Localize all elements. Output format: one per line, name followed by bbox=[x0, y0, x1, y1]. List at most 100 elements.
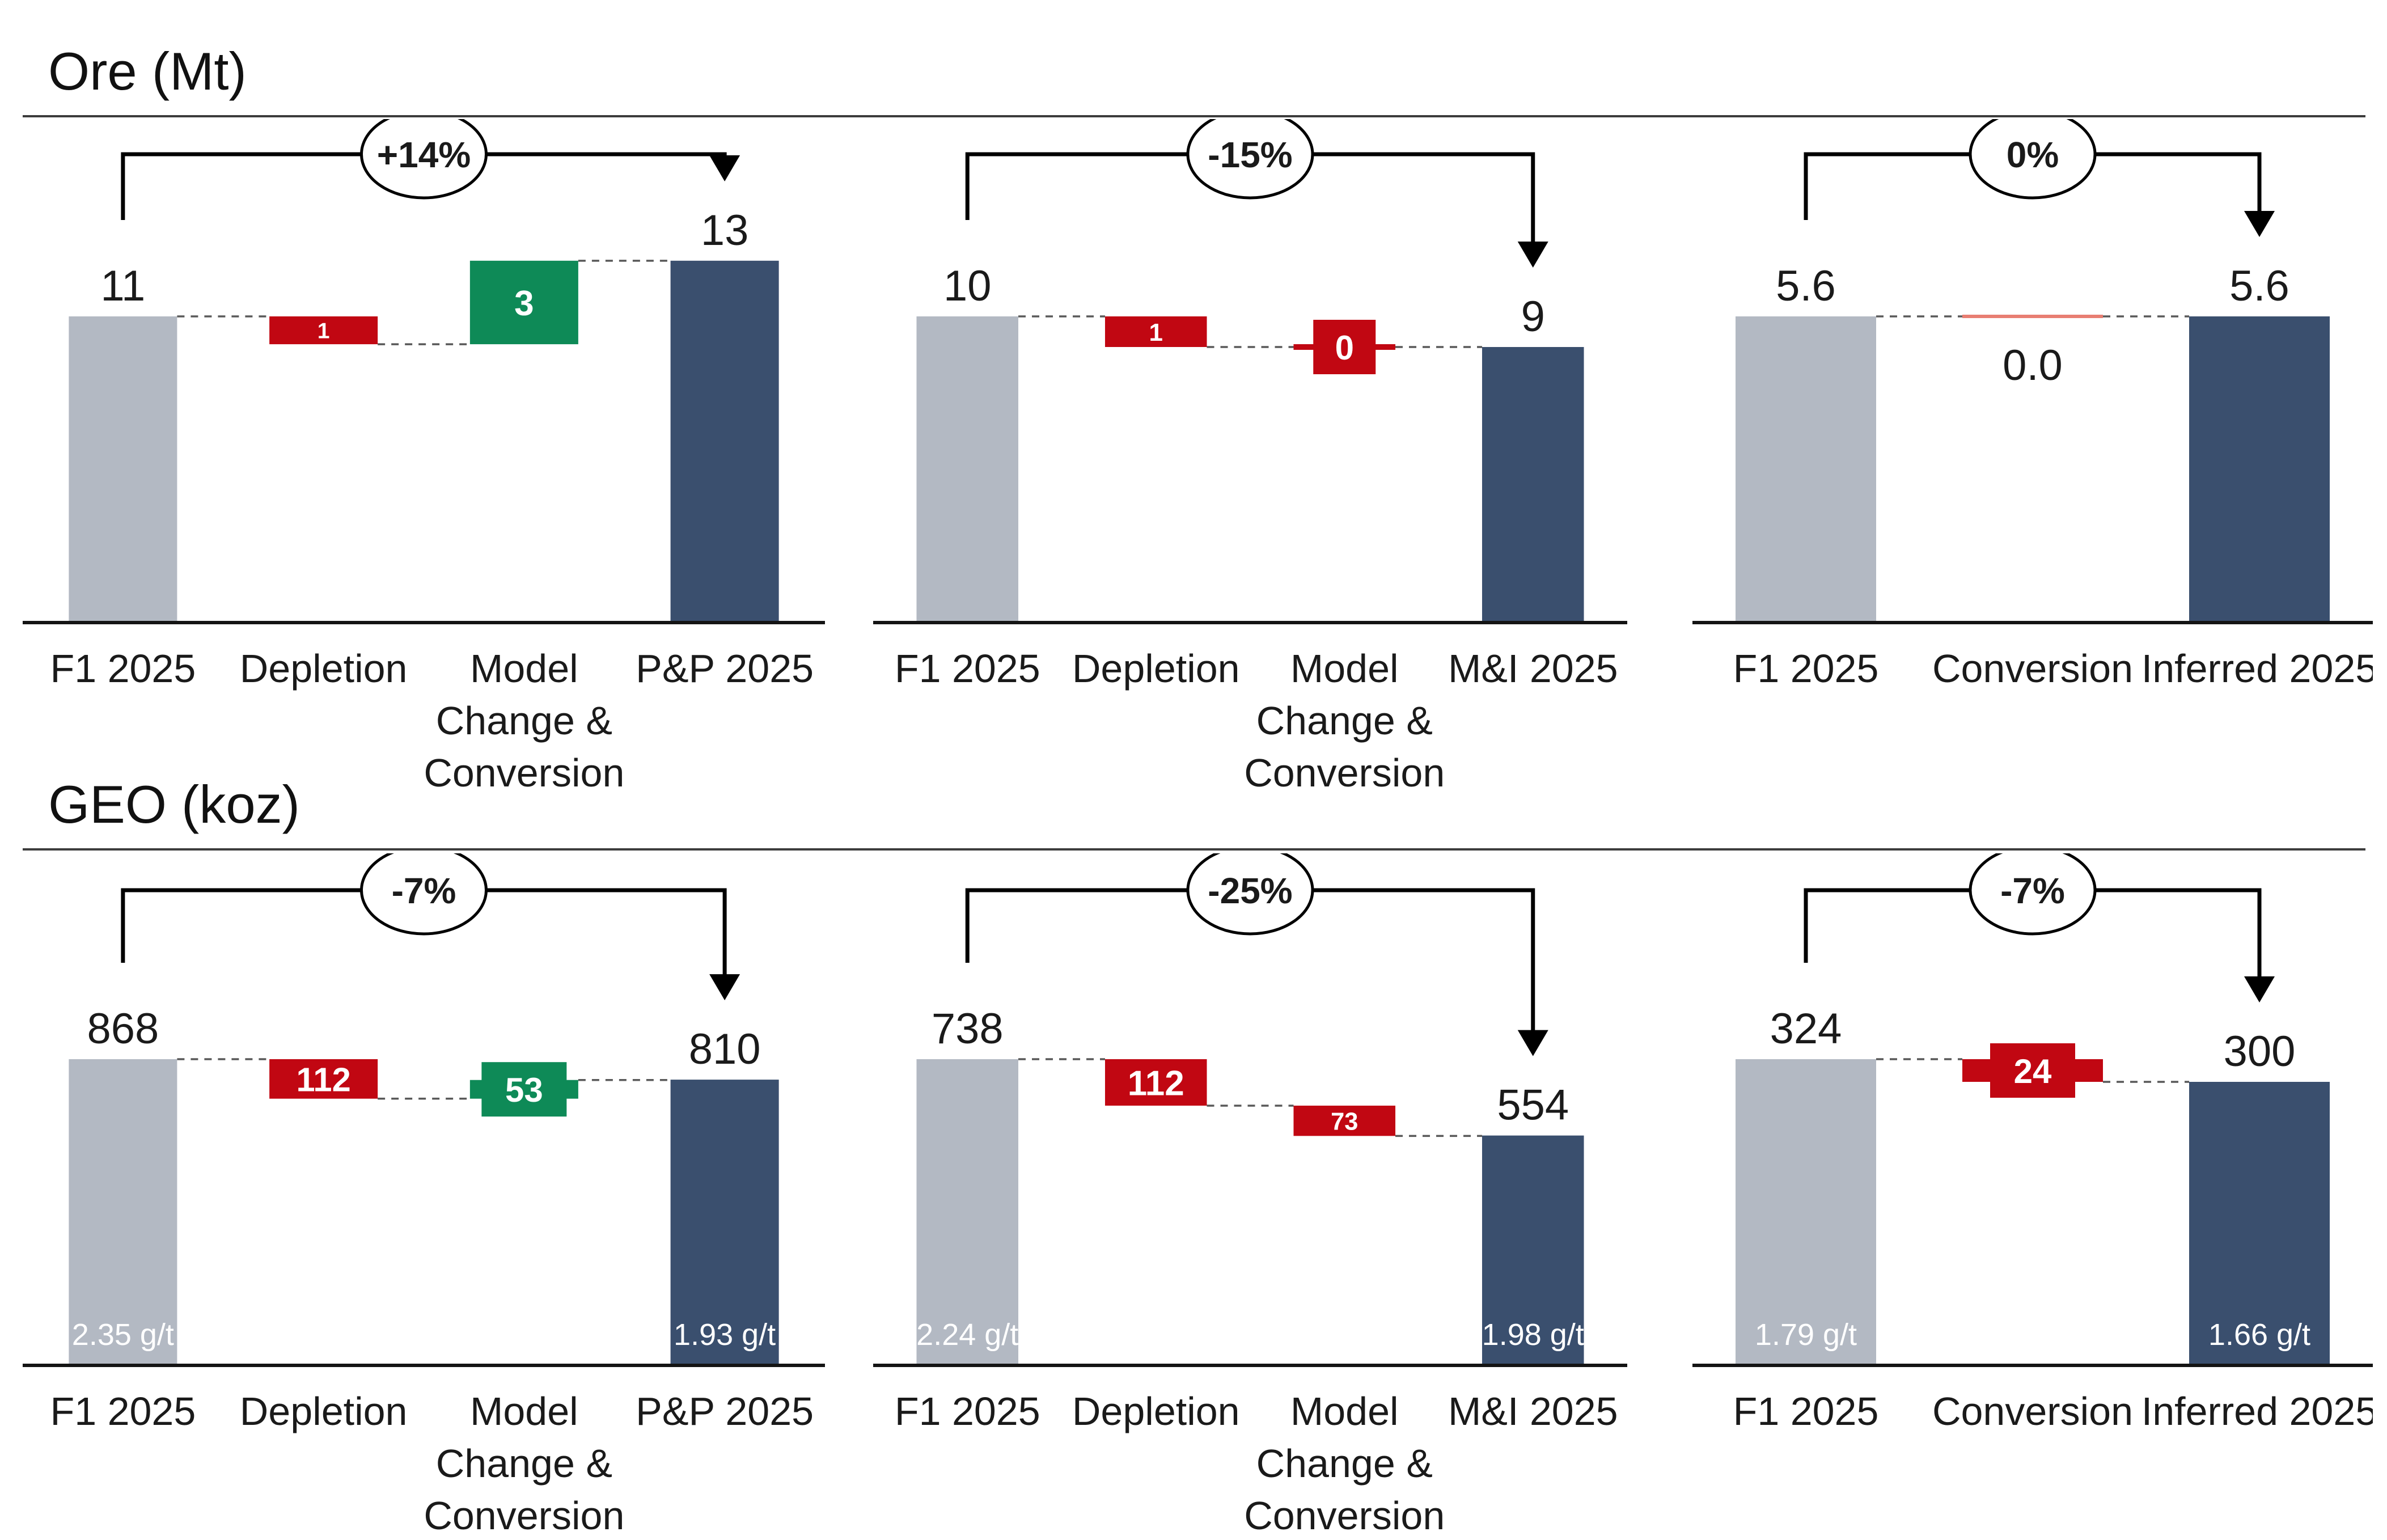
axis-label-depletion: Depletion bbox=[1072, 646, 1240, 691]
bar-f1-2025 bbox=[69, 1059, 177, 1365]
waterfall-chart-geo-mi2025: -25% 738 2.24 g/t 112 73 554 1.98 g/t F1 2025 De… bbox=[873, 845, 1627, 1538]
axis-label-inferred-2025: Inferred 2025 bbox=[2141, 646, 2373, 691]
grade-label-m-i-2025: 1.98 g/t bbox=[1482, 1318, 1584, 1352]
axis-label-f1-2025: F1 2025 bbox=[50, 1389, 196, 1433]
value-box-model-change-conversion bbox=[481, 1062, 567, 1117]
grade-label-p-p-2025: 1.93 g/t bbox=[674, 1318, 776, 1352]
bar-model-change-conversion bbox=[1293, 1105, 1396, 1136]
waterfall-plot: -7% 324 1.79 g/t 24 300 1.66 g/t F1 2025 Conver… bbox=[1692, 845, 2377, 1433]
value-label-f1-2025: 11 bbox=[100, 262, 145, 310]
value-label-depletion: 112 bbox=[297, 1060, 351, 1098]
value-label-model-change-conversion: 3 bbox=[514, 284, 534, 323]
axis-label-f1-2025: F1 2025 bbox=[1733, 646, 1879, 691]
percent-badge-label: -7% bbox=[392, 870, 456, 911]
value-label-conversion: 0.0 bbox=[2003, 341, 2063, 390]
value-box-conversion bbox=[1990, 1043, 2075, 1098]
axis-label-f1-2025: F1 2025 bbox=[895, 1389, 1040, 1433]
axis-label-model-change-conversion: Model Change & Conversion bbox=[1244, 1389, 1445, 1537]
axis-label-f1-2025: F1 2025 bbox=[50, 646, 196, 691]
axis-label-model-change-conversion: Model Change & Conversion bbox=[1244, 646, 1445, 795]
bar-p-p-2025 bbox=[670, 260, 779, 623]
section-title-geo: GEO (koz) bbox=[48, 775, 300, 834]
percent-badge-label: -15% bbox=[1208, 134, 1292, 175]
bar-inferred-2025 bbox=[2189, 1082, 2330, 1365]
percent-badge-label: -25% bbox=[1208, 870, 1292, 911]
grade-label-f1-2025: 2.35 g/t bbox=[72, 1318, 174, 1352]
value-label-model-change-conversion: 53 bbox=[505, 1071, 543, 1109]
axis-label-depletion: Depletion bbox=[240, 646, 408, 691]
value-box-model-change-conversion bbox=[1313, 320, 1376, 374]
waterfall-chart-ore-inferred2025: 0% 5.6 0.0 5.6 F1 2025 Conversion Inferred 202… bbox=[1692, 109, 2377, 795]
value-label-m-i-2025: 9 bbox=[1521, 293, 1545, 341]
bar-conversion bbox=[1962, 315, 2103, 318]
bar-model-change-conversion bbox=[469, 260, 578, 345]
value-label-model-change-conversion: 0 bbox=[1335, 329, 1354, 367]
axis-label-f1-2025: F1 2025 bbox=[895, 646, 1040, 691]
bar-depletion bbox=[1104, 316, 1207, 347]
bar-m-i-2025 bbox=[1482, 347, 1584, 623]
bar-f1-2025 bbox=[916, 1059, 1019, 1365]
section-rule-ore bbox=[23, 115, 2365, 117]
bar-m-i-2025 bbox=[1482, 1135, 1584, 1365]
arrowhead-down-icon bbox=[1517, 1030, 1548, 1056]
axis-label-conversion: Conversion bbox=[1932, 646, 2133, 691]
waterfall-chart-ore-mi2025: -15% 10 1 0 9 F1 2025 Depletion Model Change & Co… bbox=[873, 109, 1627, 795]
axis-label-depletion: Depletion bbox=[240, 1389, 408, 1433]
bar-depletion bbox=[1104, 1059, 1207, 1106]
value-label-f1-2025: 324 bbox=[1770, 1005, 1842, 1053]
bar-f1-2025 bbox=[1736, 316, 1876, 623]
bar-f1-2025 bbox=[69, 316, 177, 623]
axis-label-depletion: Depletion bbox=[1072, 1389, 1240, 1433]
waterfall-plot: -25% 738 2.24 g/t 112 73 554 1.98 g/t F1 2025 De… bbox=[873, 845, 1627, 1538]
bar-f1-2025 bbox=[916, 316, 1019, 623]
value-label-p-p-2025: 13 bbox=[701, 206, 749, 255]
axis-label-inferred-2025: Inferred 2025 bbox=[2141, 1389, 2373, 1433]
value-label-f1-2025: 738 bbox=[932, 1005, 1004, 1053]
bar-depletion bbox=[269, 1059, 378, 1099]
percent-badge-label: -7% bbox=[2000, 870, 2065, 911]
value-label-inferred-2025: 300 bbox=[2224, 1027, 2296, 1076]
arrowhead-down-icon bbox=[709, 974, 740, 1001]
value-label-f1-2025: 10 bbox=[943, 262, 992, 310]
bar-depletion bbox=[269, 316, 378, 345]
grade-label-f1-2025: 1.79 g/t bbox=[1755, 1318, 1857, 1352]
axis-label-m-i-2025: M&I 2025 bbox=[1448, 1389, 1618, 1433]
axis-label-p-p-2025: P&P 2025 bbox=[636, 1389, 814, 1433]
value-label-depletion: 112 bbox=[1128, 1064, 1184, 1103]
axis-label-conversion: Conversion bbox=[1932, 1389, 2133, 1433]
value-label-model-change-conversion: 73 bbox=[1331, 1108, 1358, 1135]
bar-f1-2025 bbox=[1736, 1059, 1876, 1365]
axis-label-f1-2025: F1 2025 bbox=[1733, 1389, 1879, 1433]
waterfall-chart-ore-pp2025: +14% 11 1 3 13 F1 2025 Depletion Model Change & C… bbox=[23, 109, 825, 795]
waterfall-plot: -7% 868 2.35 g/t 112 53 810 1.93 g/t F1 2025 Dep… bbox=[23, 845, 825, 1538]
value-label-inferred-2025: 5.6 bbox=[2229, 262, 2289, 310]
grade-label-inferred-2025: 1.66 g/t bbox=[2208, 1318, 2310, 1352]
axis-label-model-change-conversion: Model Change & Conversion bbox=[424, 646, 624, 795]
grade-label-f1-2025: 2.24 g/t bbox=[916, 1318, 1018, 1352]
value-label-conversion: 24 bbox=[2014, 1052, 2052, 1090]
bar-p-p-2025 bbox=[670, 1080, 779, 1365]
value-label-depletion: 1 bbox=[1149, 319, 1163, 346]
waterfall-chart-geo-pp2025: -7% 868 2.35 g/t 112 53 810 1.93 g/t F1 2025 Dep… bbox=[23, 845, 825, 1538]
axis-label-p-p-2025: P&P 2025 bbox=[636, 646, 814, 691]
waterfall-plot: 0% 5.6 0.0 5.6 F1 2025 Conversion Inferred 202… bbox=[1692, 109, 2377, 691]
value-label-f1-2025: 5.6 bbox=[1776, 262, 1836, 310]
arrowhead-down-icon bbox=[2244, 211, 2275, 237]
percent-badge-label: 0% bbox=[2007, 134, 2059, 175]
arrowhead-down-icon bbox=[709, 155, 740, 181]
value-label-depletion: 1 bbox=[318, 319, 330, 344]
axis-label-model-change-conversion: Model Change & Conversion bbox=[424, 1389, 624, 1537]
bar-inferred-2025 bbox=[2189, 316, 2330, 623]
percent-badge-label: +14% bbox=[377, 134, 471, 175]
arrowhead-down-icon bbox=[2244, 976, 2275, 1002]
waterfall-chart-geo-inferred2025: -7% 324 1.79 g/t 24 300 1.66 g/t F1 2025 Conver… bbox=[1692, 845, 2377, 1537]
arrowhead-down-icon bbox=[1517, 242, 1548, 268]
axis-label-m-i-2025: M&I 2025 bbox=[1448, 646, 1618, 691]
section-rule-geo bbox=[23, 848, 2365, 851]
value-label-p-p-2025: 810 bbox=[689, 1025, 761, 1073]
value-label-m-i-2025: 554 bbox=[1497, 1081, 1569, 1129]
section-title-ore: Ore (Mt) bbox=[48, 41, 247, 101]
